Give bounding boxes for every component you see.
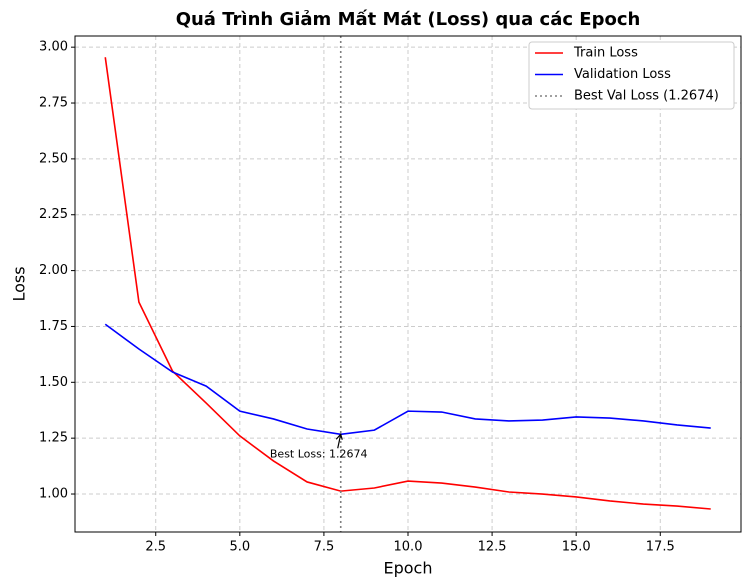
legend-label: Validation Loss: [574, 67, 671, 82]
chart-title: Quá Trình Giảm Mất Mát (Loss) qua các Ep…: [176, 9, 641, 30]
annotation-arrow: [335, 433, 343, 449]
x-tick-label: 2.5: [145, 540, 166, 555]
annotation: Best Loss: 1.2674: [270, 447, 368, 460]
y-tick-label: 1.00: [39, 487, 68, 502]
y-tick-label: 2.25: [39, 207, 68, 222]
y-tick-label: 2.75: [39, 96, 68, 111]
line-series: [104, 57, 711, 510]
y-tick-label: 1.50: [39, 375, 68, 390]
y-tick-label: 1.75: [39, 319, 68, 334]
x-tick-label: 10.0: [394, 540, 423, 555]
legend: Train Loss Validation Loss Best Val Loss (…: [528, 41, 735, 110]
x-tick-label: 15.0: [562, 540, 591, 555]
y-tick-label: 2.00: [39, 263, 68, 278]
x-tick-label: 12.5: [478, 540, 507, 555]
x-tick-label: 7.5: [314, 540, 335, 555]
x-tick-label: 17.5: [646, 540, 675, 555]
plot-frame: [74, 35, 742, 533]
legend-label: Train Loss: [573, 46, 638, 61]
y-tick-label: 3.00: [39, 40, 68, 55]
y-tick-label: 1.25: [39, 431, 68, 446]
y-axis-label: Loss: [10, 266, 29, 301]
line-series: [104, 323, 711, 436]
y-tick-label: 2.50: [39, 151, 68, 166]
legend-box: [528, 41, 735, 110]
legend-label: Best Val Loss (1.2674): [574, 89, 719, 104]
x-tick-label: 5.0: [229, 540, 250, 555]
x-axis-label: Epoch: [384, 559, 433, 578]
